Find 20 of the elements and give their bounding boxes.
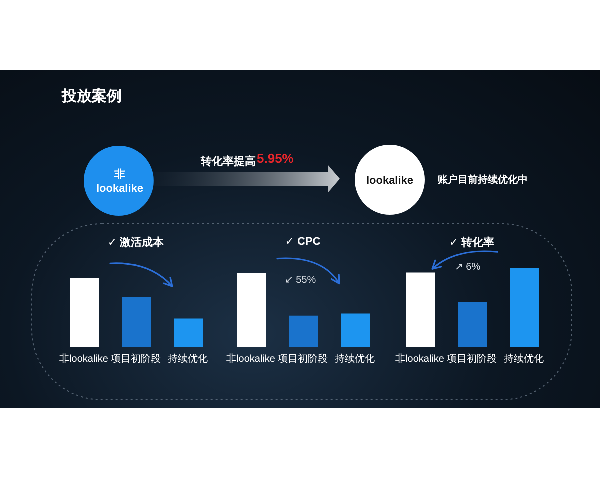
x-tick-label: 持续优化 [504, 353, 544, 366]
x-tick-label: 非lookalike [396, 353, 445, 366]
x-tick-label: 项目初阶段 [111, 353, 161, 366]
chart-title: ✓ 转化率 [449, 236, 495, 250]
text: 5.95% [257, 151, 294, 166]
x-tick-label: 非lookalike [226, 353, 276, 366]
x-tick-label: 持续优化 [168, 353, 208, 366]
chart-title: ✓ CPC [285, 235, 321, 248]
text: 投放案例 [62, 87, 122, 106]
x-tick-label: 项目初阶段 [278, 353, 328, 366]
x-tick-label: 持续优化 [335, 353, 375, 366]
annotation: ↗ 6% [455, 262, 481, 273]
text: 转化率提高 [201, 154, 256, 169]
chart-title: ✓ 激活成本 [108, 236, 164, 250]
annotation: ↙ 55% [285, 275, 316, 286]
text: 非 lookalike [95, 168, 145, 196]
x-tick-label: 非lookalike [60, 353, 109, 366]
x-tick-label: 项目初阶段 [447, 353, 497, 366]
text: lookalike [365, 174, 415, 188]
text: 账户目前持续优化中 [438, 173, 528, 187]
